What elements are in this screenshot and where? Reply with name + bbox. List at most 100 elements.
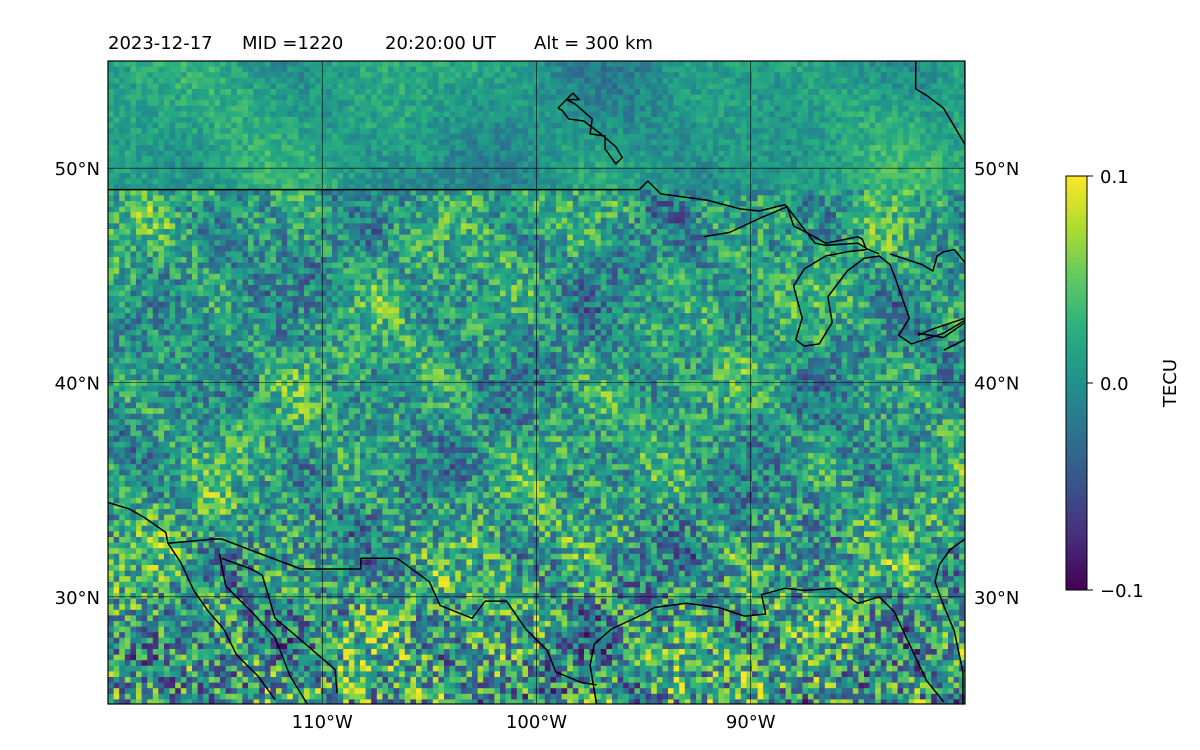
heatmap-cell <box>925 195 932 202</box>
heatmap-cell <box>113 128 120 135</box>
heatmap-cell <box>466 223 473 230</box>
heatmap-cell <box>780 77 786 84</box>
heatmap-cell <box>281 111 288 118</box>
heatmap-cell <box>264 128 271 135</box>
heatmap-cell <box>292 83 299 90</box>
heatmap-cell <box>371 105 378 112</box>
heatmap-cell <box>438 178 445 185</box>
heatmap-cell <box>712 72 719 79</box>
heatmap-cell <box>735 72 742 79</box>
heatmap-cell <box>903 161 910 168</box>
heatmap-cell <box>617 229 624 235</box>
heatmap-cell <box>623 229 630 235</box>
heatmap-cell <box>236 66 243 73</box>
heatmap-cell <box>343 122 350 129</box>
heatmap-cell <box>421 229 428 235</box>
heatmap-cell <box>449 195 456 202</box>
heatmap-cell <box>180 133 187 140</box>
heatmap-cell <box>326 212 333 219</box>
heatmap-cell <box>197 61 204 67</box>
heatmap-cell <box>281 139 288 146</box>
heatmap-cell <box>662 66 669 73</box>
heatmap-cell <box>315 184 322 191</box>
heatmap-cell <box>264 100 271 107</box>
heatmap-cell <box>421 206 428 213</box>
heatmap-cell <box>668 212 674 219</box>
heatmap-cell <box>908 89 915 95</box>
heatmap-cell <box>180 201 187 207</box>
heatmap-cell <box>802 117 809 123</box>
heatmap-cell <box>847 167 854 174</box>
heatmap-cell <box>304 184 310 191</box>
heatmap-cell <box>774 223 781 230</box>
heatmap-cell <box>360 94 366 101</box>
heatmap-cell <box>774 61 781 67</box>
heatmap-cell <box>522 105 529 112</box>
heatmap-cell <box>572 122 579 129</box>
heatmap-cell <box>584 100 590 107</box>
heatmap-cell <box>427 128 434 135</box>
heatmap-cell <box>595 161 602 168</box>
heatmap-cell <box>276 217 282 224</box>
heatmap-cell <box>332 184 338 191</box>
heatmap-cell <box>567 201 574 207</box>
heatmap-cell <box>701 89 708 95</box>
heatmap-cell <box>589 66 596 73</box>
heatmap-cell <box>287 161 294 168</box>
heatmap-cell <box>438 66 445 73</box>
heatmap-cell <box>813 100 820 107</box>
heatmap-cell <box>796 223 803 230</box>
heatmap-cell <box>550 184 557 191</box>
heatmap-cell <box>802 161 809 168</box>
heatmap-cell <box>600 206 607 213</box>
heatmap-cell <box>780 100 786 107</box>
heatmap-cell <box>242 195 249 202</box>
heatmap-cell <box>791 83 798 90</box>
heatmap-cell <box>231 195 238 202</box>
heatmap-cell <box>460 156 467 163</box>
heatmap-cell <box>225 139 232 146</box>
heatmap-cell <box>539 66 546 73</box>
heatmap-cell <box>124 223 131 230</box>
heatmap-cell <box>544 178 551 185</box>
heatmap-cell <box>718 66 725 73</box>
heatmap-cell <box>147 173 154 179</box>
heatmap-cell <box>511 150 518 157</box>
heatmap-cell <box>388 178 394 185</box>
heatmap-cell <box>449 145 456 151</box>
heatmap-cell <box>791 229 798 235</box>
heatmap-cell <box>847 173 854 179</box>
heatmap-cell <box>505 167 512 174</box>
heatmap-cell <box>729 100 736 107</box>
heatmap-cell <box>175 128 182 135</box>
heatmap-cell <box>617 77 624 84</box>
heatmap-cell <box>757 212 764 219</box>
heatmap-cell <box>264 139 271 146</box>
heatmap-cell <box>567 156 574 163</box>
heatmap-cell <box>348 100 355 107</box>
heatmap-cell <box>494 89 501 95</box>
heatmap-cell <box>836 89 842 95</box>
heatmap-cell <box>360 145 366 151</box>
heatmap-cell <box>942 206 949 213</box>
heatmap-cell <box>617 139 624 146</box>
heatmap-cell <box>645 145 652 151</box>
heatmap-cell <box>337 178 344 185</box>
heatmap-cell <box>371 201 378 207</box>
heatmap-cell <box>281 161 288 168</box>
heatmap-cell <box>634 206 641 213</box>
heatmap-cell <box>494 77 501 84</box>
heatmap-cell <box>847 100 854 107</box>
heatmap-cell <box>701 133 708 140</box>
heatmap-cell <box>964 128 965 135</box>
heatmap-cell <box>438 89 445 95</box>
heatmap-cell <box>136 94 142 101</box>
heatmap-cell <box>410 201 417 207</box>
heatmap-cell <box>208 61 215 67</box>
heatmap-cell <box>304 133 310 140</box>
heatmap-cell <box>119 167 126 174</box>
heatmap-cell <box>192 145 198 151</box>
heatmap-cell <box>500 206 506 213</box>
heatmap-cell <box>343 66 350 73</box>
heatmap-cell <box>175 111 182 118</box>
